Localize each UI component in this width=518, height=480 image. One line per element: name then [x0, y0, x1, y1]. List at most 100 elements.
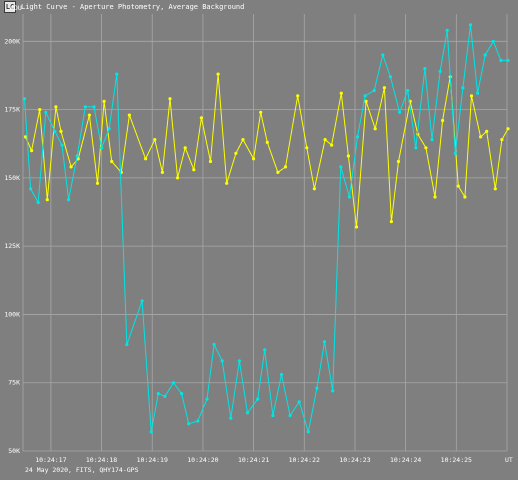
x-tick-label: 10:24:19	[137, 456, 168, 464]
y-tick-label: 125K	[4, 242, 20, 250]
data-point	[160, 170, 164, 174]
data-point	[288, 413, 292, 418]
data-point	[469, 94, 474, 98]
data-point	[180, 392, 184, 396]
data-point	[347, 195, 351, 199]
data-point	[92, 105, 96, 109]
data-point	[372, 88, 376, 93]
data-point	[433, 195, 437, 199]
x-tick-label: 10:24:25	[441, 456, 472, 464]
data-point	[331, 389, 335, 393]
data-point	[171, 381, 176, 385]
data-point	[423, 67, 427, 71]
data-point	[144, 157, 148, 161]
data-point	[259, 110, 263, 114]
data-point	[216, 72, 220, 76]
data-point	[461, 86, 465, 90]
data-point	[493, 187, 497, 191]
data-point	[67, 198, 71, 202]
data-point	[398, 110, 402, 114]
data-point	[283, 165, 288, 169]
chart-series	[22, 23, 510, 434]
data-point	[355, 135, 360, 139]
data-point	[479, 135, 483, 139]
light-curve-app-icon[interactable]: LC	[4, 1, 16, 13]
data-point	[252, 157, 256, 161]
data-point	[430, 138, 434, 142]
data-point	[476, 91, 480, 95]
data-point	[45, 198, 49, 202]
data-point	[125, 342, 129, 347]
data-point	[456, 184, 460, 188]
data-point	[263, 348, 267, 352]
data-point	[485, 129, 489, 133]
data-point	[506, 127, 510, 131]
data-point	[60, 143, 64, 147]
x-tick-label: 10:24:18	[86, 456, 117, 464]
data-point	[102, 99, 106, 103]
data-point	[183, 146, 187, 150]
data-point	[95, 181, 100, 185]
data-point	[29, 187, 33, 191]
y-tick-label: 175K	[4, 106, 20, 114]
data-point	[22, 97, 27, 101]
data-point	[127, 113, 131, 117]
data-point	[306, 430, 310, 434]
data-point	[44, 110, 48, 114]
y-tick-label: 50K	[8, 447, 20, 455]
data-point	[364, 99, 368, 103]
data-point	[382, 86, 386, 90]
data-point	[76, 157, 80, 161]
data-point	[438, 69, 442, 73]
y-tick-label: 75K	[8, 379, 20, 387]
data-point	[229, 416, 233, 420]
data-point	[330, 143, 334, 147]
y-tick-label: 150K	[4, 174, 20, 182]
data-point	[54, 105, 58, 109]
data-point	[483, 53, 487, 57]
x-axis-label: UT	[505, 456, 513, 464]
data-point	[36, 200, 40, 205]
data-point	[279, 372, 284, 377]
data-point	[276, 170, 280, 174]
data-point	[212, 342, 216, 347]
x-tick-label: 10:24:17	[35, 456, 66, 464]
data-point	[156, 392, 160, 396]
data-point	[388, 75, 392, 79]
data-point	[453, 151, 457, 155]
data-point	[363, 94, 367, 98]
data-point	[115, 72, 119, 76]
data-point	[315, 386, 319, 390]
data-point	[59, 129, 63, 133]
chart-grid	[22, 14, 508, 452]
data-point	[163, 394, 167, 398]
data-point	[107, 127, 111, 131]
data-point	[373, 127, 377, 131]
x-tick-label: 10:24:23	[339, 456, 370, 464]
data-point	[208, 159, 213, 164]
x-tick-label: 10:24:21	[238, 456, 269, 464]
data-point	[256, 397, 260, 401]
data-point	[100, 146, 104, 150]
data-point	[297, 400, 301, 404]
data-point	[110, 159, 114, 164]
data-point	[500, 138, 504, 142]
data-point	[241, 138, 245, 142]
window-title: Light Curve - Aperture Photometry, Avera…	[21, 3, 245, 11]
data-point	[305, 146, 309, 150]
data-point	[339, 91, 343, 95]
data-point	[192, 168, 196, 172]
data-point	[346, 154, 350, 158]
data-point	[149, 430, 153, 434]
y-tick-label: 200K	[4, 37, 20, 45]
data-point	[323, 138, 327, 142]
data-point	[354, 225, 359, 229]
data-point	[396, 159, 401, 164]
data-point	[499, 58, 503, 63]
footer-info: 24 May 2020, FITS, QHY174-GPS	[25, 466, 139, 474]
chart-axes: ADU UT 50K 75K 100K 125K 150K 175K 200K 10:24:1…	[4, 4, 513, 464]
data-point	[23, 135, 28, 139]
data-point	[445, 28, 449, 32]
data-point	[69, 165, 73, 169]
